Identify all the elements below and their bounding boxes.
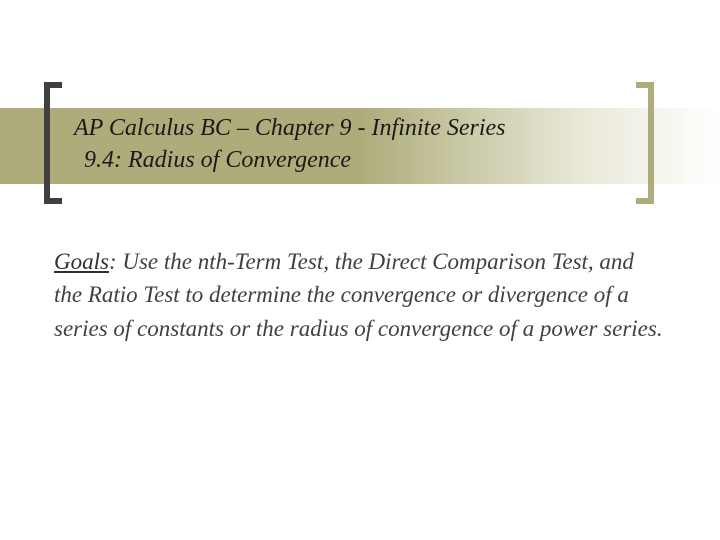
bracket-right-decoration (636, 82, 654, 204)
goals-text: : Use the nth-Term Test, the Direct Comp… (54, 249, 663, 341)
slide-title: AP Calculus BC – Chapter 9 - Infinite Se… (74, 112, 634, 177)
title-line-1: AP Calculus BC – Chapter 9 - Infinite Se… (74, 112, 634, 144)
goals-label: Goals (54, 249, 109, 274)
bracket-left-decoration (44, 82, 62, 204)
title-line-2: 9.4: Radius of Convergence (74, 144, 634, 176)
slide-body: Goals: Use the nth-Term Test, the Direct… (54, 245, 664, 345)
